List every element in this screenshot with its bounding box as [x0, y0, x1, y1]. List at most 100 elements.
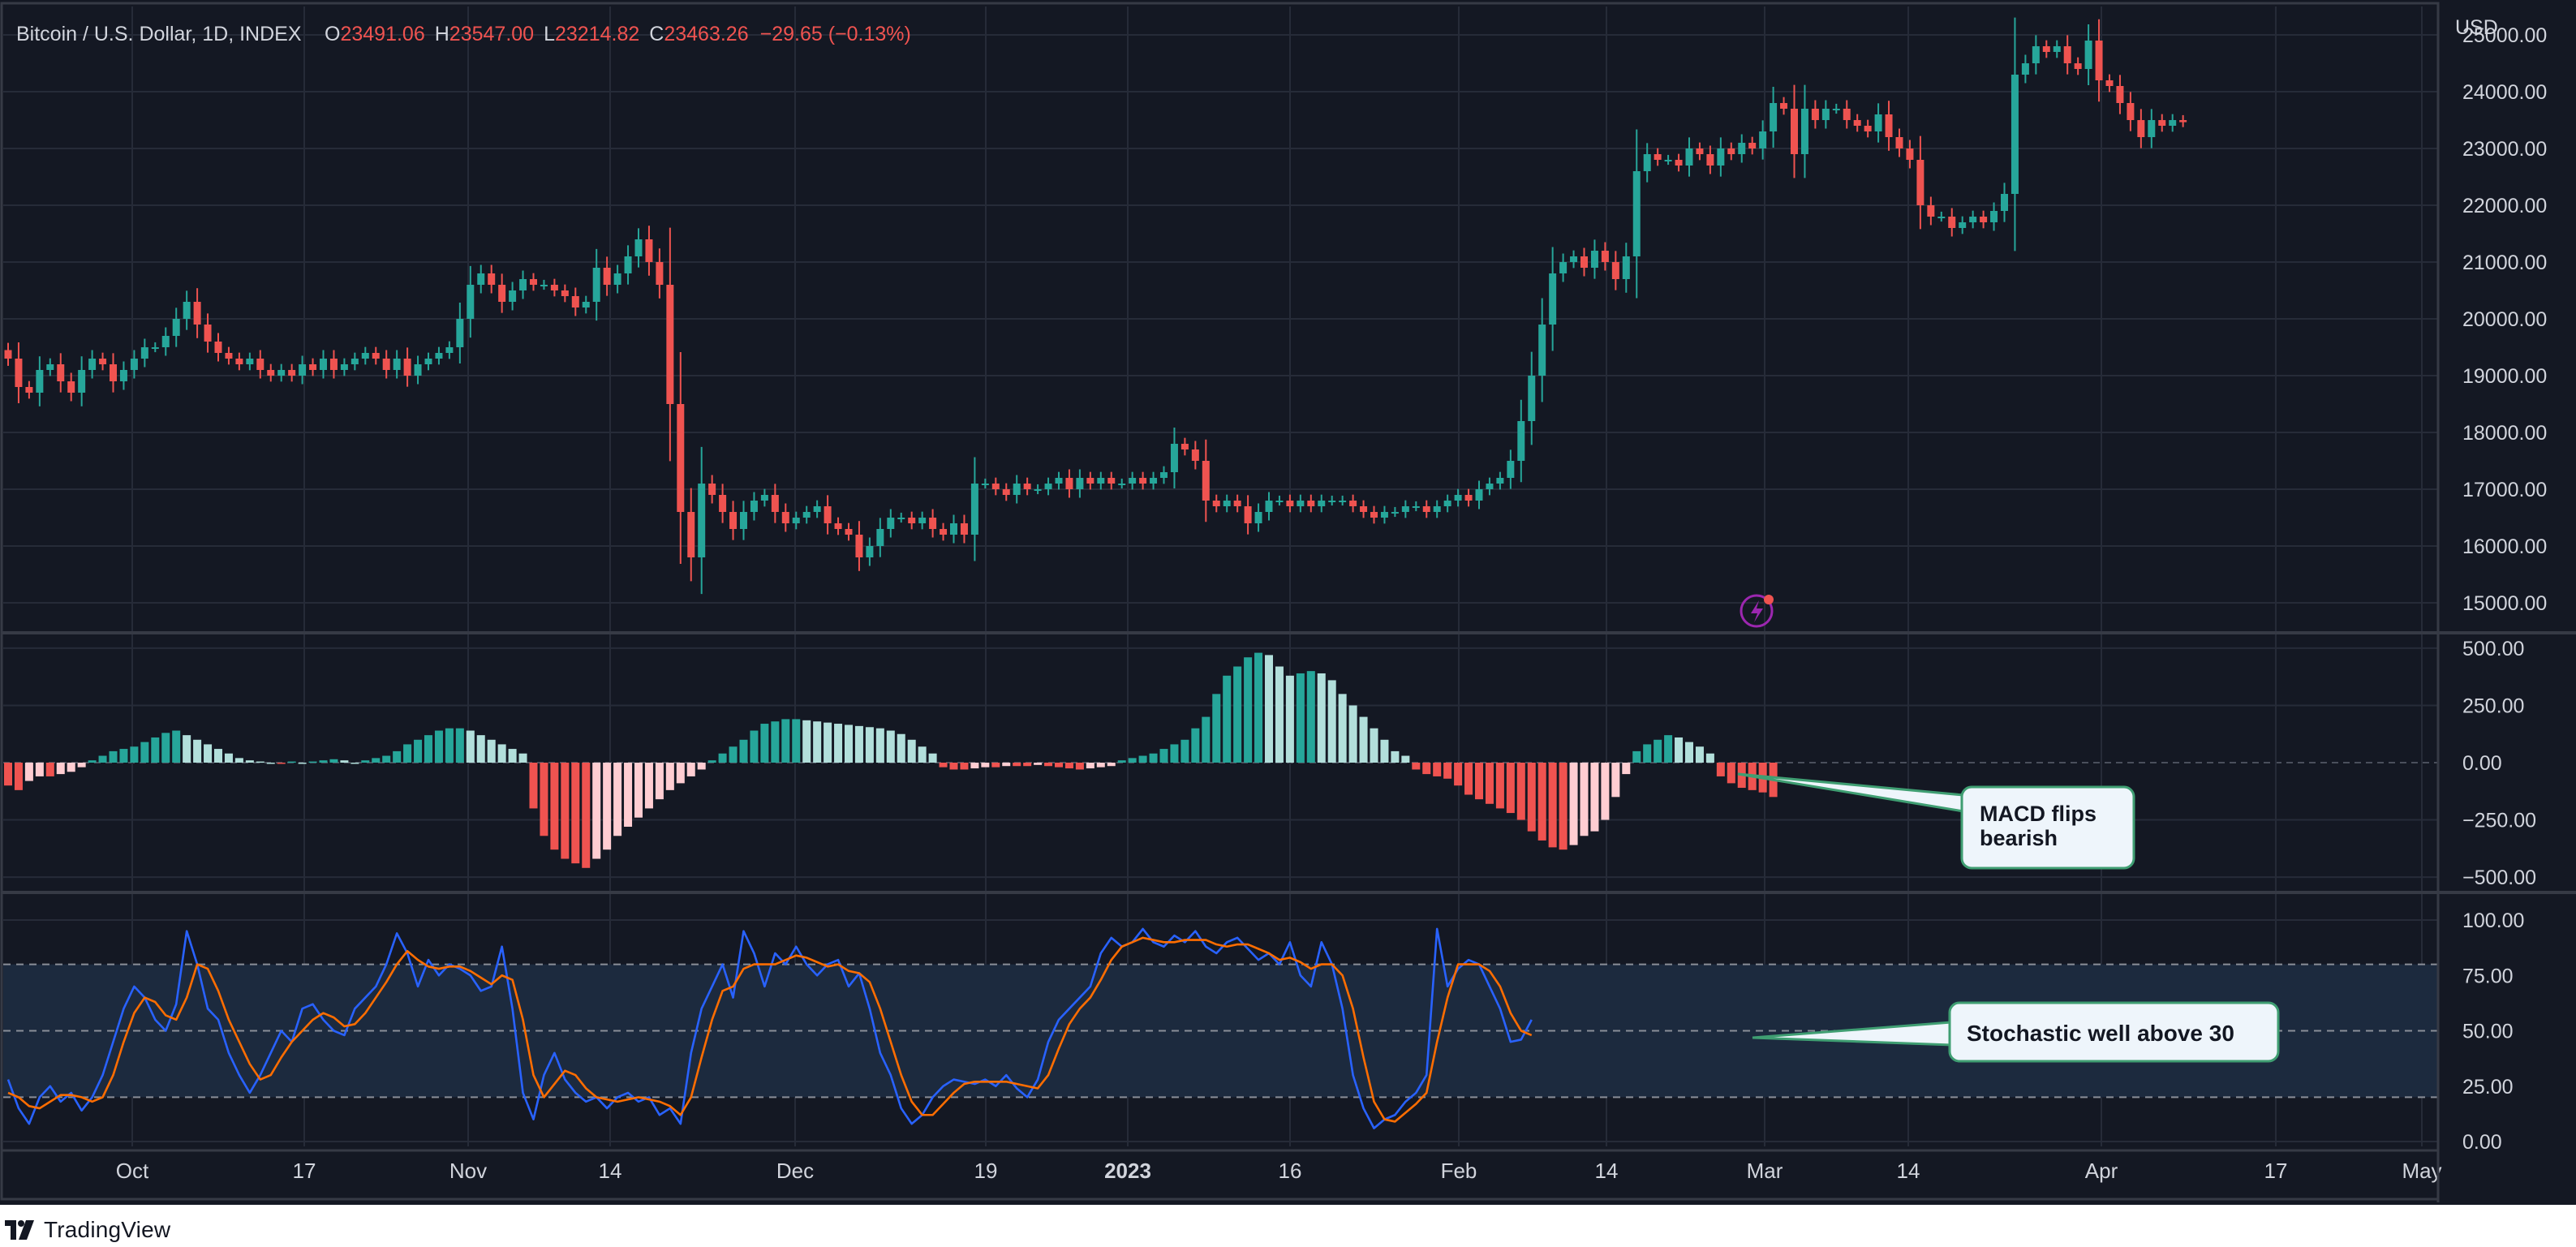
price-candle[interactable] [1464, 488, 1473, 507]
price-candle[interactable] [1422, 500, 1430, 518]
price-candle[interactable] [1486, 477, 1494, 496]
macd-bar[interactable] [592, 763, 601, 859]
macd-bar[interactable] [928, 753, 937, 763]
price-candle[interactable] [1791, 84, 1798, 178]
macd-bar[interactable] [245, 760, 254, 763]
price-candle[interactable] [887, 509, 895, 538]
price-candle[interactable] [729, 501, 738, 540]
price-candle[interactable] [1570, 250, 1578, 269]
macd-bar[interactable] [497, 744, 506, 763]
macd-bar[interactable] [340, 760, 349, 763]
price-candle[interactable] [1180, 437, 1189, 456]
macd-bar[interactable] [350, 763, 359, 764]
price-candle[interactable] [582, 295, 590, 314]
macd-bar[interactable] [540, 763, 548, 836]
price-candle[interactable] [571, 287, 579, 316]
macd-bar[interactable] [792, 719, 801, 763]
macd-bar[interactable] [1632, 750, 1641, 763]
price-candle[interactable] [1412, 501, 1420, 512]
macd-bar[interactable] [56, 763, 65, 775]
macd-bar[interactable] [981, 763, 990, 768]
price-candle[interactable] [435, 346, 443, 365]
stochastic-d-line[interactable] [7, 936, 1533, 1123]
price-candle[interactable] [1401, 500, 1409, 518]
price-candle[interactable] [1507, 449, 1515, 489]
price-candle[interactable] [1727, 142, 1735, 161]
macd-bar[interactable] [1601, 763, 1610, 820]
price-candle[interactable] [918, 511, 927, 530]
price-candle[interactable] [950, 514, 957, 544]
price-candle[interactable] [467, 265, 475, 338]
macd-bar[interactable] [1128, 758, 1137, 763]
macd-bar[interactable] [1233, 666, 1242, 763]
price-candle[interactable] [2063, 35, 2071, 75]
macd-bar[interactable] [918, 746, 927, 763]
price-candle[interactable] [550, 278, 558, 297]
price-candle[interactable] [2116, 75, 2124, 114]
macd-bar[interactable] [875, 728, 884, 763]
price-candle[interactable] [970, 457, 978, 561]
price-candle[interactable] [1129, 471, 1137, 490]
price-candle[interactable] [1696, 142, 1704, 161]
price-candle[interactable] [1297, 494, 1305, 513]
price-candle[interactable] [897, 512, 905, 523]
price-candle[interactable] [677, 351, 685, 565]
price-candle[interactable] [1980, 210, 1988, 229]
macd-bar[interactable] [234, 758, 243, 763]
macd-bar[interactable] [1327, 680, 1336, 763]
macd-bar[interactable] [960, 763, 969, 770]
macd-bar[interactable] [1002, 763, 1011, 767]
price-candle[interactable] [1948, 208, 1956, 237]
price-candle[interactable] [1864, 119, 1872, 138]
price-candle[interactable] [361, 346, 369, 365]
macd-bar[interactable] [67, 763, 75, 772]
price-candle[interactable] [2169, 114, 2177, 132]
price-candle[interactable] [1759, 120, 1767, 160]
price-candle[interactable] [1717, 137, 1725, 177]
price-candle[interactable] [1906, 140, 1914, 169]
price-candle[interactable] [1832, 103, 1840, 114]
macd-bar[interactable] [1034, 763, 1043, 765]
price-candle[interactable] [760, 488, 768, 507]
price-candle[interactable] [414, 355, 422, 385]
price-candle[interactable] [1370, 505, 1378, 524]
macd-bar[interactable] [644, 763, 653, 809]
macd-bar[interactable] [35, 763, 44, 776]
price-candle[interactable] [1959, 216, 1967, 234]
macd-bar[interactable] [1202, 716, 1211, 763]
price-candle[interactable] [57, 353, 65, 393]
macd-bar[interactable] [1485, 763, 1494, 804]
price-candle[interactable] [2001, 183, 2008, 222]
macd-bar[interactable] [1705, 753, 1714, 763]
macd-bar[interactable] [1044, 763, 1053, 767]
macd-bar[interactable] [1685, 742, 1693, 763]
price-candle[interactable] [1339, 495, 1347, 506]
macd-bar[interactable] [214, 749, 222, 763]
price-candle[interactable] [1528, 351, 1536, 445]
stochastic-k-line[interactable] [6, 927, 1533, 1129]
price-candle[interactable] [1139, 471, 1147, 490]
macd-bar[interactable] [1391, 750, 1400, 763]
footer-branding[interactable]: TradingView [5, 1214, 170, 1246]
macd-bar[interactable] [14, 763, 23, 790]
macd-bar[interactable] [361, 760, 370, 763]
price-candle[interactable] [256, 350, 264, 379]
price-candle[interactable] [2074, 57, 2082, 75]
macd-bar[interactable] [1170, 744, 1179, 763]
price-candle[interactable] [2148, 109, 2156, 148]
price-candle[interactable] [119, 361, 127, 390]
macd-bar[interactable] [434, 730, 443, 763]
price-candle[interactable] [719, 484, 727, 523]
price-candle[interactable] [1916, 135, 1924, 230]
macd-histogram[interactable] [4, 652, 1778, 868]
macd-bar[interactable] [476, 735, 485, 763]
price-candle[interactable] [561, 284, 569, 303]
macd-bar[interactable] [529, 763, 538, 809]
price-candle[interactable] [477, 264, 485, 294]
price-candle[interactable] [1170, 428, 1178, 488]
price-candles[interactable] [4, 17, 2187, 595]
price-candle[interactable] [740, 501, 747, 540]
macd-bar[interactable] [1643, 744, 1652, 763]
macd-bar[interactable] [77, 763, 86, 768]
macd-bar[interactable] [1464, 763, 1473, 795]
